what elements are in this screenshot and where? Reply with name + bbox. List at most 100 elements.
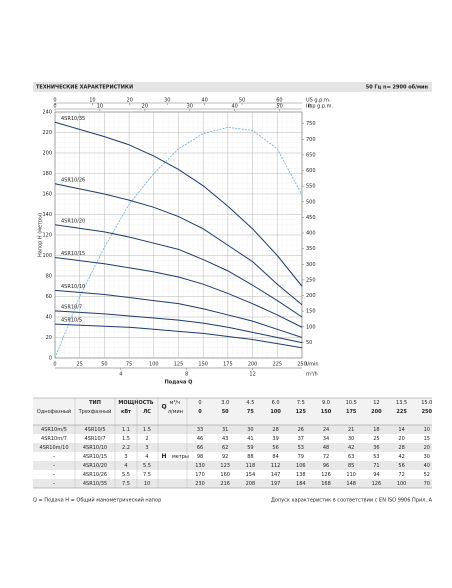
x-tick-label: 0 <box>53 362 56 368</box>
table-cell: 4SR10m/7 <box>41 436 67 442</box>
table-cell: 123 <box>220 463 230 469</box>
table-cell: 10 <box>144 481 150 487</box>
table-row-bg <box>33 443 432 452</box>
table-cell: 12 <box>373 400 379 406</box>
top-tick-label: 10 <box>97 104 103 110</box>
x-tick-label: 75 <box>126 362 132 368</box>
efficiency-curve <box>54 126 303 359</box>
table-cell: – <box>53 454 56 460</box>
table-cell: 56 <box>272 445 278 451</box>
table-cell: МОЩНОСТЬ <box>118 400 153 406</box>
y2-tick-label: 650 <box>306 152 316 158</box>
table-cell: 66 <box>197 445 203 451</box>
pump-curve <box>54 121 303 287</box>
table-cell: 62 <box>222 445 228 451</box>
table-cell: Трехфазный <box>78 408 112 415</box>
table-cell: 25 <box>373 436 379 442</box>
header-bar <box>33 82 432 92</box>
table-head-bg <box>33 398 432 425</box>
table-cell: 84 <box>272 454 278 460</box>
table-cell: 5.5 <box>143 463 151 469</box>
table-cell: 250 <box>422 409 433 415</box>
table-cell: 6.0 <box>272 400 280 406</box>
table-cell: 7.5 <box>122 481 130 487</box>
table-cell: 2 <box>145 436 148 442</box>
y2-tick-label: 500 <box>306 199 316 205</box>
table-cell: 154 <box>246 472 256 478</box>
table-cell: 72 <box>398 472 404 478</box>
y-tick-label: 180 <box>42 171 52 177</box>
table-cell: 106 <box>296 463 306 469</box>
pump-curve <box>54 257 303 328</box>
header-right: 50 Гц n= 2900 об/мин <box>366 84 429 91</box>
table-cell: 42 <box>398 454 404 460</box>
table-cell: 75 <box>247 409 254 415</box>
y2-tick-label: 50 <box>306 340 312 346</box>
table-cell: 4SR10/10 <box>83 445 107 451</box>
curve-label: 4SR10/5 <box>61 318 82 324</box>
y2-tick-label: 350 <box>306 246 316 252</box>
table-cell: метры <box>172 454 189 460</box>
table-cell: 28 <box>272 427 278 433</box>
x-tick-label: 25 <box>77 362 83 368</box>
table-cell: 2.2 <box>122 445 130 451</box>
y2-label: ft <box>308 104 312 110</box>
y2-tick-label: 450 <box>306 215 316 221</box>
table-cell: Однофазный <box>37 408 71 415</box>
top-tick-label: 40 <box>201 98 207 104</box>
table-cell: 53 <box>298 445 304 451</box>
table-cell: 59 <box>247 445 253 451</box>
table-cell: 0 <box>198 400 201 406</box>
table-cell: 200 <box>371 409 382 415</box>
table-cell: 31 <box>222 427 228 433</box>
table-cell: 7.5 <box>143 472 151 478</box>
table-cell: 20 <box>398 436 404 442</box>
table-cell: 98 <box>197 454 203 460</box>
table-cell: 100 <box>270 409 281 415</box>
table-cell: 10 <box>424 427 430 433</box>
table-cell: 4SR10/5 <box>84 427 105 433</box>
header-title: ТЕХНИЧЕСКИЕ ХАРАКТЕРИСТИКИ <box>36 85 133 91</box>
top-tick-label: 30 <box>164 98 170 104</box>
table-cell: 43 <box>222 436 228 442</box>
table-cell: 41 <box>247 436 253 442</box>
table-cell: 26 <box>298 427 304 433</box>
table-cell: 4 <box>124 463 127 469</box>
y2-tick-label: 100 <box>306 324 316 330</box>
y2-tick-label: 600 <box>306 168 316 174</box>
table-cell: 92 <box>222 454 228 460</box>
table-cell: 3 <box>124 454 127 460</box>
top-unit: Imp g.p.m. <box>306 104 334 110</box>
table-cell: 3 <box>145 445 148 451</box>
y2-tick-label: 750 <box>306 121 316 127</box>
table-cell: 138 <box>296 472 306 478</box>
pump-curve <box>54 289 303 338</box>
table-cell: 170 <box>195 472 205 478</box>
table-cell: – <box>53 463 56 469</box>
table-cell: 4SR10/20 <box>83 463 107 469</box>
y2-tick-label: 550 <box>306 184 316 190</box>
table-cell: 39 <box>272 436 278 442</box>
x-tick-label: 50 <box>101 362 107 368</box>
table-cell: 4 <box>145 454 148 460</box>
table-cell: 216 <box>220 481 230 487</box>
table-cell: 112 <box>271 463 281 469</box>
table-cell: ТИП <box>89 400 101 406</box>
curve-label: 4SR10/26 <box>61 177 85 183</box>
table-cell: 126 <box>321 472 331 478</box>
table-cell: 0 <box>198 409 202 415</box>
x-tick-label: 150 <box>198 362 208 368</box>
pump-curve <box>54 323 303 349</box>
table-cell: 10.5 <box>346 400 357 406</box>
y-tick-label: 240 <box>42 110 52 116</box>
x-tick-label: 175 <box>223 362 233 368</box>
y-tick-label: 20 <box>46 335 52 341</box>
table-cell: 72 <box>323 454 329 460</box>
footer-right: Допуск характеристик в соответствии с EN… <box>271 498 433 504</box>
curve-label: 4SR10/15 <box>61 251 85 257</box>
curve-label: 4SR10/7 <box>61 304 82 310</box>
table-cell: 5.5 <box>122 472 130 478</box>
curve-label: 4SR10/35 <box>61 116 85 122</box>
top-tick-label: 20 <box>142 104 148 110</box>
